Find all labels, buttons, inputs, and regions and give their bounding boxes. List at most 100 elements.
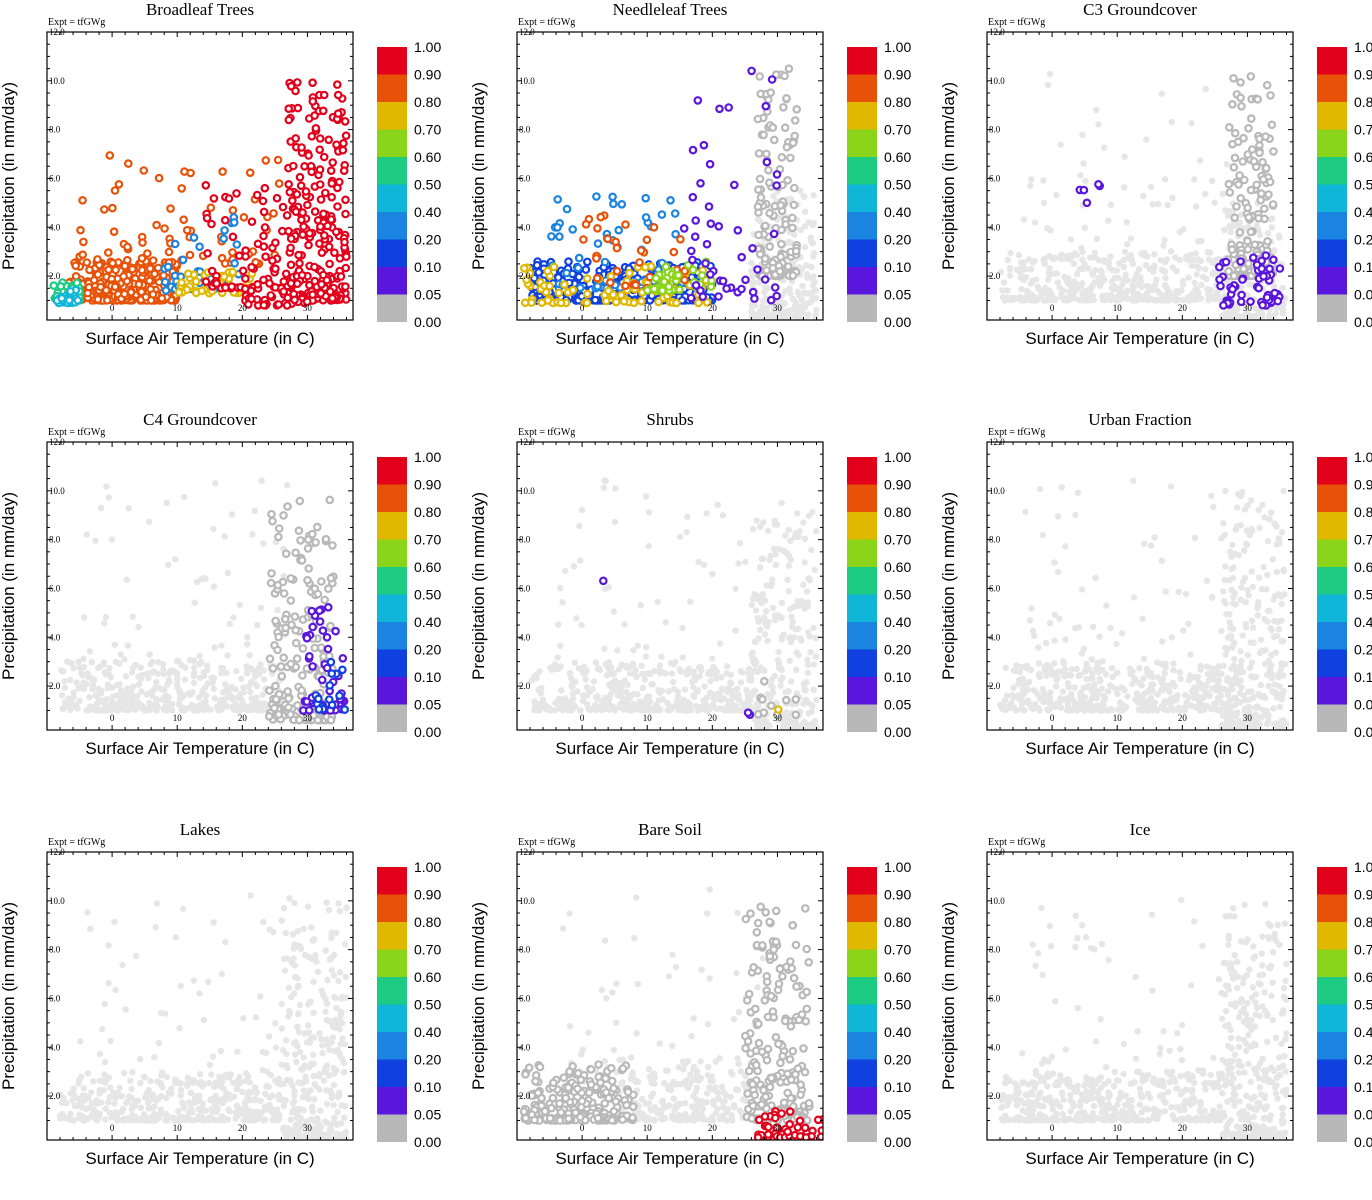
data-point (287, 620, 296, 630)
data-point (228, 206, 238, 215)
data-point (1163, 284, 1170, 291)
colorbar-swatch (1317, 47, 1347, 75)
data-point (152, 220, 161, 230)
data-point (61, 684, 69, 691)
data-point (210, 685, 217, 692)
data-point (674, 270, 683, 280)
data-point (760, 275, 770, 284)
data-point (686, 705, 693, 712)
y-tick-label: 12.0 (519, 27, 535, 37)
data-point (736, 539, 744, 547)
data-point (1162, 294, 1169, 301)
y-tick-label: 2.0 (49, 271, 61, 281)
data-point (1100, 692, 1107, 699)
data-point (1096, 675, 1103, 683)
data-point (200, 669, 207, 676)
data-point (286, 81, 296, 91)
data-point (307, 167, 316, 177)
data-point (100, 659, 108, 666)
colorbar-swatch (1317, 129, 1347, 157)
data-point (793, 666, 800, 674)
data-point (723, 670, 730, 677)
data-point (325, 259, 334, 269)
data-point (89, 706, 97, 713)
scatter-points (997, 477, 1290, 730)
data-point (178, 255, 188, 265)
data-point (170, 239, 180, 249)
data-point (752, 607, 760, 614)
colorbar-swatch (377, 267, 407, 295)
data-point (812, 287, 819, 294)
data-point (144, 670, 151, 677)
data-point (762, 266, 771, 275)
data-point (315, 180, 325, 189)
data-point (293, 103, 303, 113)
data-point (805, 219, 812, 226)
data-point (125, 706, 133, 714)
data-point (241, 274, 250, 283)
data-point (810, 661, 817, 668)
data-point (745, 670, 752, 677)
data-point (573, 263, 583, 273)
colorbar-label: 0.90 (1354, 67, 1372, 83)
x-tick-label: 0 (110, 713, 115, 723)
data-point (173, 658, 181, 665)
data-point (1246, 281, 1253, 288)
data-point (203, 662, 211, 669)
data-point (1269, 255, 1278, 265)
data-point (1171, 254, 1179, 261)
data-point (126, 700, 133, 708)
data-point (209, 194, 219, 203)
data-point (1004, 256, 1011, 264)
data-point (1099, 294, 1106, 302)
data-point (783, 314, 791, 320)
data-point (784, 688, 791, 695)
data-point (634, 642, 641, 649)
panel-title: Shrubs (646, 410, 693, 429)
data-point (277, 671, 287, 681)
data-point (161, 286, 171, 295)
data-point (1262, 80, 1272, 90)
data-point (614, 225, 624, 235)
data-point (768, 682, 775, 689)
data-point (608, 199, 618, 209)
data-point (146, 296, 156, 305)
data-point (1038, 292, 1045, 299)
data-point (59, 705, 67, 713)
data-point (1184, 256, 1191, 263)
data-point (754, 230, 763, 240)
data-point (166, 678, 173, 686)
data-point (341, 209, 350, 219)
data-point (749, 526, 757, 533)
data-point (207, 219, 216, 229)
data-point (298, 644, 308, 653)
data-point (288, 161, 298, 171)
data-point (166, 670, 173, 677)
data-point (791, 710, 801, 720)
data-point (603, 234, 613, 244)
y-tick-label: 10.0 (989, 76, 1005, 86)
data-point (581, 265, 591, 274)
data-point (631, 670, 638, 677)
data-point (581, 220, 591, 229)
data-point (134, 280, 144, 289)
data-point (1006, 272, 1014, 279)
data-point (744, 697, 752, 704)
data-point (592, 701, 599, 709)
data-point (254, 621, 261, 629)
data-point (299, 222, 308, 231)
data-point (178, 704, 185, 711)
data-point (327, 192, 337, 202)
colorbar-swatch (847, 129, 877, 157)
data-point (338, 145, 348, 155)
data-point (658, 687, 665, 694)
colorbar-label: 0.00 (414, 724, 441, 740)
data-point (312, 522, 322, 532)
data-point (78, 670, 85, 677)
data-point (1020, 297, 1027, 304)
colorbar-label: 1.00 (884, 39, 911, 55)
data-point (621, 220, 630, 229)
data-point (568, 225, 578, 234)
data-point (1273, 296, 1283, 306)
data-point (276, 662, 286, 671)
